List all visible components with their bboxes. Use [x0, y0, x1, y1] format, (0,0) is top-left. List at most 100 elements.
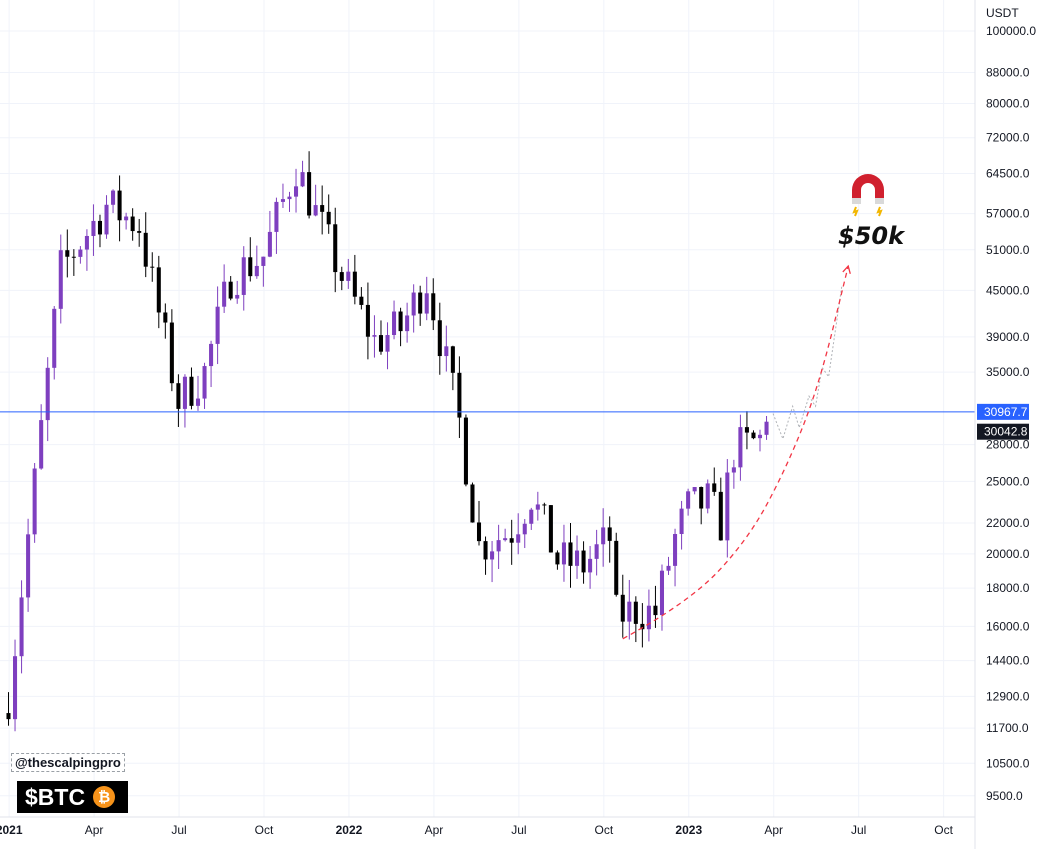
x-tick-label: Apr [425, 823, 444, 837]
candle-body [738, 427, 743, 468]
x-tick-label: Oct [594, 823, 613, 837]
candle-body [6, 713, 11, 720]
candle-body [431, 293, 436, 321]
bitcoin-coin-icon: ₿ [93, 786, 116, 808]
candle-body [516, 534, 521, 543]
projection-path [772, 286, 843, 441]
y-tick-label: 20000.0 [986, 547, 1030, 561]
candle-body [751, 432, 756, 439]
candle-body [418, 292, 423, 314]
x-tick-label: 2023 [675, 823, 702, 837]
candle-body [104, 204, 109, 235]
y-tick-label: 88000.0 [986, 66, 1030, 80]
candle-body [176, 383, 181, 409]
candle-body [97, 220, 103, 235]
candle-body [594, 544, 599, 559]
x-tick-label: 2021 [0, 823, 23, 837]
candle-body [398, 311, 403, 332]
y-tick-label: 72000.0 [986, 131, 1030, 145]
x-tick-label: Oct [255, 823, 274, 837]
candle-body [490, 551, 495, 560]
candle-body [457, 372, 462, 418]
candle-body [378, 335, 384, 352]
last-price-tag: 30042.8 [977, 423, 1029, 440]
svg-text:30042.8: 30042.8 [984, 425, 1028, 439]
candle-body [620, 594, 625, 622]
candle-body [483, 541, 488, 560]
y-tick-label: 10500.0 [986, 756, 1030, 770]
candle-body [659, 570, 665, 616]
candle-body [679, 508, 684, 535]
candle-body [111, 190, 116, 205]
y-tick-label: 100000.0 [986, 24, 1036, 38]
time-axis[interactable]: 2021 Apr Jul Oct 2022 Apr Jul Oct 2023 Apr Jul Oct [0, 823, 954, 837]
candle-body [548, 505, 553, 553]
candle-body [58, 250, 63, 309]
candle-body [228, 281, 233, 299]
y-tick-label: 16000.0 [986, 619, 1030, 633]
candle-body [757, 434, 763, 439]
candle-body [372, 335, 377, 337]
candle-body [581, 550, 586, 573]
curve-arrowhead [842, 264, 851, 274]
candle-body [117, 190, 122, 221]
x-tick-label: Apr [85, 823, 104, 837]
candle-body [241, 257, 246, 295]
candle-body [705, 483, 710, 509]
candle-body [744, 427, 749, 433]
candle-body [202, 366, 207, 399]
candle-body [614, 540, 619, 595]
candle-body [254, 265, 259, 277]
candle-body [529, 509, 534, 524]
x-tick-label: Jul [851, 823, 866, 837]
candle-body [274, 201, 279, 232]
grid [0, 0, 975, 817]
price-axis[interactable]: 100000.0 88000.0 80000.0 72000.0 64500.0 5700… [986, 24, 1036, 803]
candle-body [561, 542, 566, 565]
candle-body [699, 487, 704, 509]
candle-body [365, 304, 370, 337]
candle-body [503, 538, 508, 541]
candle-body [137, 231, 142, 233]
y-tick-label: 35000.0 [986, 365, 1030, 379]
candle-body [45, 367, 50, 421]
svg-text:30967.7: 30967.7 [984, 405, 1028, 419]
curve-arrow [622, 265, 849, 640]
y-tick-label: 25000.0 [986, 474, 1030, 488]
candle-body [326, 211, 331, 225]
y-tick-label: 28000.0 [986, 438, 1030, 452]
candle-body [627, 601, 632, 622]
candle-body [653, 605, 658, 616]
y-tick-label: 39000.0 [986, 330, 1030, 344]
candle-body [195, 398, 201, 406]
ticker-text: $BTC [25, 783, 86, 810]
candle-body [65, 250, 70, 257]
candle-body [150, 266, 155, 268]
candle-body [52, 308, 57, 368]
candle-body [666, 565, 671, 571]
candle-body [476, 522, 482, 542]
candle-body [607, 527, 612, 541]
candle-body [169, 322, 174, 384]
candle-body [686, 491, 691, 509]
candle-body [542, 504, 547, 506]
candle-body [359, 296, 364, 305]
candle-body [287, 196, 292, 200]
y-tick-label: 64500.0 [986, 166, 1030, 180]
magnet-icon [852, 174, 884, 217]
candle-body [633, 601, 638, 624]
candle-body [130, 216, 135, 232]
x-tick-label: Jul [171, 823, 186, 837]
candle-body [568, 542, 573, 566]
y-tick-label: 57000.0 [986, 207, 1030, 221]
x-tick-label: Apr [764, 823, 783, 837]
candle-body [26, 534, 31, 598]
y-tick-label: 51000.0 [986, 243, 1030, 257]
candle-body [182, 376, 187, 409]
ticker-badge: $BTC ₿ [17, 781, 128, 813]
x-tick-label: Jul [511, 823, 526, 837]
candle-body [764, 421, 769, 435]
candle-body [84, 235, 89, 250]
candle-body [385, 335, 390, 352]
